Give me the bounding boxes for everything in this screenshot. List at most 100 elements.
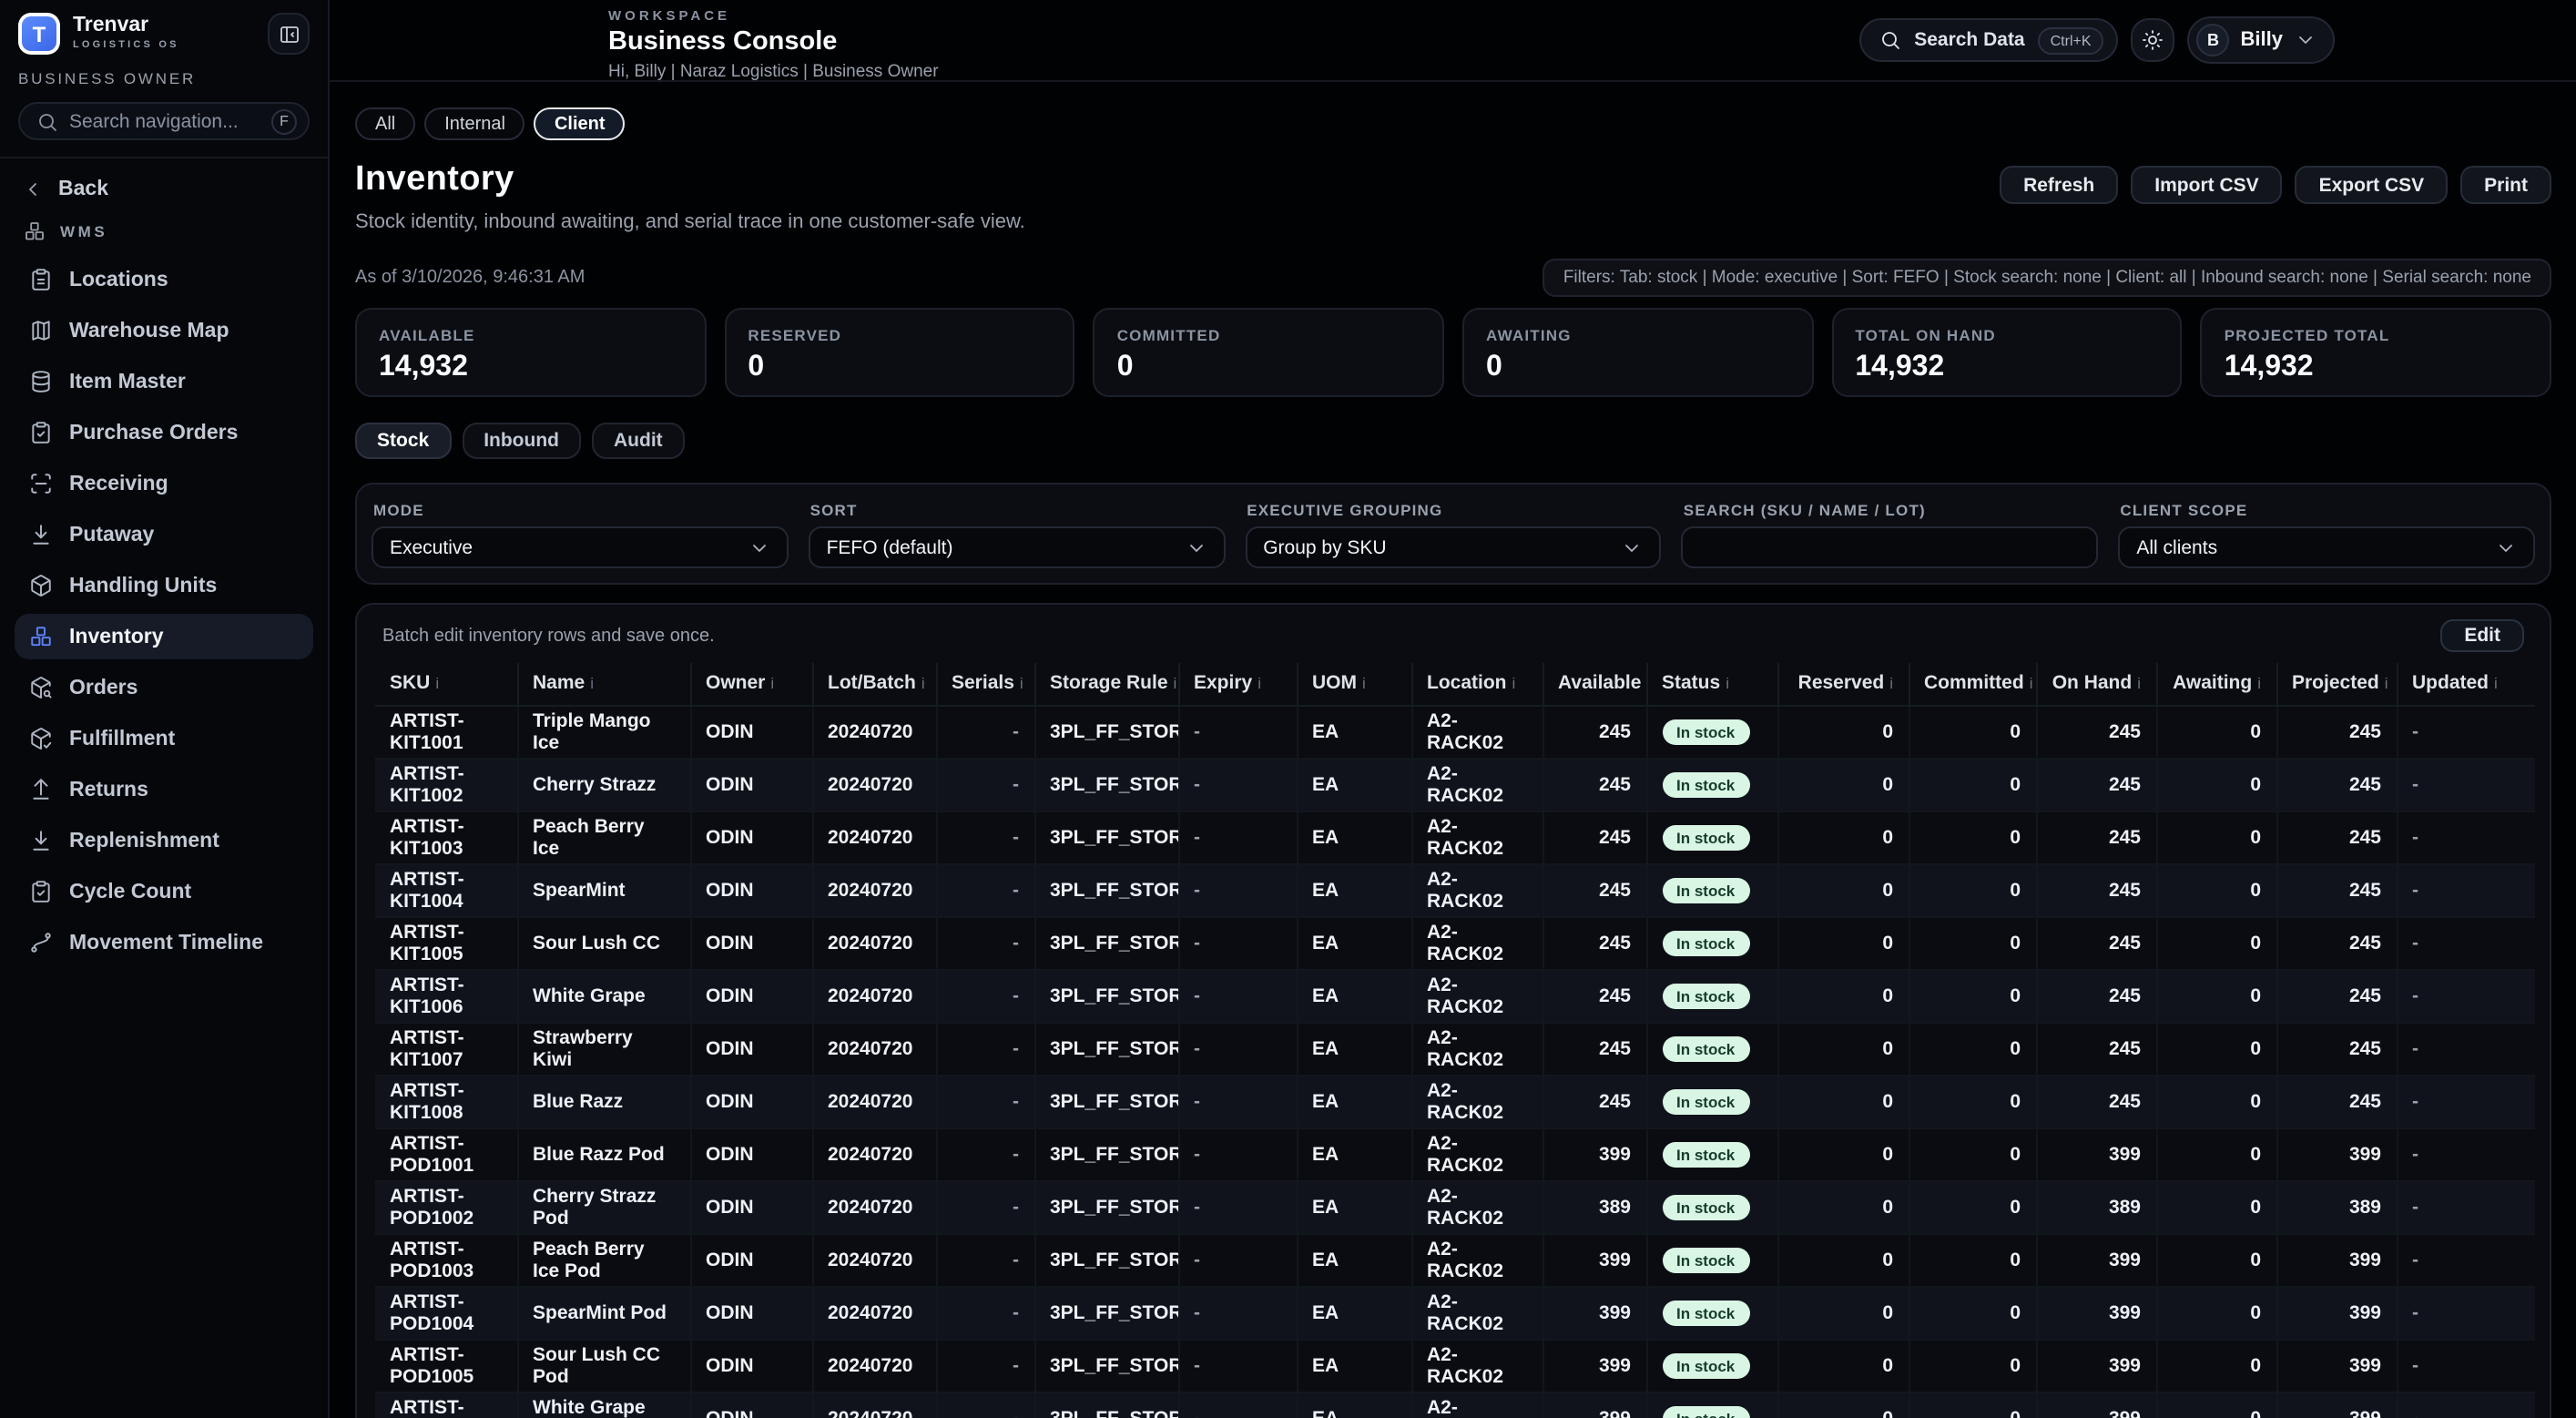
sidebar-item-receiving[interactable]: Receiving <box>15 461 313 506</box>
column-header-updated[interactable]: Updated i <box>2397 663 2535 706</box>
column-header-available[interactable]: Availablei <box>1543 663 1647 706</box>
package-search-icon <box>29 676 53 699</box>
column-info-icon: i <box>2257 674 2261 693</box>
theme-toggle-button[interactable] <box>2131 18 2175 62</box>
column-header-committed[interactable]: Committed i <box>1909 663 2037 706</box>
sidebar-item-item-master[interactable]: Item Master <box>15 359 313 404</box>
print-button[interactable]: Print <box>2460 166 2551 204</box>
cell-reserved: 0 <box>1777 969 1909 1023</box>
status-cell: In stock <box>1646 969 1778 1023</box>
cell-reserved: 0 <box>1777 1180 1909 1234</box>
view-tab-stock[interactable]: Stock <box>355 423 452 459</box>
scope-tab-client[interactable]: Client <box>534 107 626 140</box>
cell-available: 245 <box>1543 758 1647 811</box>
status-badge: In stock <box>1662 1194 1750 1219</box>
sidebar-item-inventory[interactable]: Inventory <box>15 614 313 659</box>
cell-lot-batch: 20240720 <box>812 705 937 759</box>
sidebar-item-label: Receiving <box>69 473 168 495</box>
column-header-sku[interactable]: SKU i <box>375 663 518 706</box>
mode-select[interactable]: Executive <box>372 526 789 568</box>
import-csv-button[interactable]: Import CSV <box>2131 166 2283 204</box>
back-button[interactable]: Back <box>0 158 328 200</box>
sidebar-item-label: Putaway <box>69 524 155 546</box>
column-header-on-hand[interactable]: On Hand i <box>2036 663 2157 706</box>
status-badge: In stock <box>1662 1300 1750 1325</box>
cell-expiry: - <box>1178 1286 1298 1340</box>
cell-uom: EA <box>1297 1339 1412 1392</box>
status-cell: In stock <box>1646 811 1778 864</box>
sidebar-item-fulfillment[interactable]: Fulfillment <box>15 716 313 761</box>
sidebar-item-returns[interactable]: Returns <box>15 767 313 812</box>
cell-projected: 245 <box>2276 758 2398 811</box>
scope-tab-internal[interactable]: Internal <box>424 107 525 140</box>
sidebar-item-purchase-orders[interactable]: Purchase Orders <box>15 410 313 455</box>
sort-select[interactable]: FEFO (default) <box>808 526 1226 568</box>
column-header-status[interactable]: Status i <box>1646 663 1778 706</box>
sidebar-nav: Locations Warehouse Map Item Master Purchas… <box>0 257 328 965</box>
edit-button[interactable]: Edit <box>2440 619 2524 652</box>
cell-awaiting: 0 <box>2156 863 2277 917</box>
sidebar-item-label: Returns <box>69 779 148 801</box>
column-header-uom[interactable]: UOM i <box>1297 663 1412 706</box>
sidebar-collapse-button[interactable] <box>268 13 310 55</box>
column-header-storage-rule[interactable]: Storage Rule i <box>1034 663 1179 706</box>
export-csv-button[interactable]: Export CSV <box>2295 166 2449 204</box>
stat-label: AWAITING <box>1486 326 1572 344</box>
column-header-reserved[interactable]: Reserved i <box>1777 663 1909 706</box>
stock-search-label: SEARCH (SKU / NAME / LOT) <box>1683 501 1926 519</box>
column-header-serials[interactable]: Serials i <box>936 663 1035 706</box>
view-tab-inbound[interactable]: Inbound <box>462 423 581 459</box>
column-header-name[interactable]: Name i <box>517 663 691 706</box>
sidebar-item-movement-timeline[interactable]: Movement Timeline <box>15 920 313 965</box>
page-actions: Refresh Import CSV Export CSV Print <box>2000 166 2551 204</box>
cell-updated: - <box>2397 863 2535 917</box>
sidebar-item-cycle-count[interactable]: Cycle Count <box>15 869 313 914</box>
status-cell: In stock <box>1646 1286 1778 1340</box>
sidebar-search-input[interactable]: Search navigation... F <box>18 102 310 140</box>
cell-serials: - <box>936 1127 1035 1181</box>
column-header-lot-batch[interactable]: Lot/Batch i <box>812 663 937 706</box>
cell-storage-rule: 3PL_FF_STORAGE <box>1034 811 1179 864</box>
sidebar-item-handling-units[interactable]: Handling Units <box>15 563 313 608</box>
cell-committed: 0 <box>1909 1392 2037 1418</box>
sidebar-item-orders[interactable]: Orders <box>15 665 313 710</box>
column-info-icon: i <box>770 674 775 693</box>
column-info-icon: i <box>2029 674 2033 693</box>
sidebar-item-warehouse-map[interactable]: Warehouse Map <box>15 308 313 353</box>
cell-sku: ARTIST-KIT1003 <box>375 811 518 864</box>
brand: T Trenvar LOGISTICS OS <box>18 13 310 55</box>
cell-expiry: - <box>1178 1180 1298 1234</box>
search-data-button[interactable]: Search Data Ctrl+K <box>1859 18 2119 62</box>
column-header-owner[interactable]: Owner i <box>690 663 813 706</box>
map-icon <box>29 319 53 342</box>
client-scope-select[interactable]: All clients <box>2118 526 2535 568</box>
search-data-shortcut: Ctrl+K <box>2037 26 2104 54</box>
cell-lot-batch: 20240720 <box>812 969 937 1023</box>
cell-serials: - <box>936 1286 1035 1340</box>
cell-expiry: - <box>1178 1392 1298 1418</box>
cell-owner: ODIN <box>690 1233 813 1287</box>
scope-tab-all[interactable]: All <box>355 107 416 140</box>
column-header-awaiting[interactable]: Awaiting i <box>2156 663 2277 706</box>
cell-location: A2-RACK02 <box>1411 1075 1543 1128</box>
cell-storage-rule: 3PL_FF_STORAGE <box>1034 969 1179 1023</box>
cell-uom: EA <box>1297 811 1412 864</box>
sidebar-item-replenishment[interactable]: Replenishment <box>15 818 313 863</box>
boxes-icon <box>29 625 53 648</box>
sidebar-item-locations[interactable]: Locations <box>15 257 313 302</box>
cell-projected: 245 <box>2276 863 2398 917</box>
grouping-select[interactable]: Group by SKU <box>1245 526 1662 568</box>
column-header-expiry[interactable]: Expiry i <box>1178 663 1298 706</box>
cell-name: Peach Berry Ice Pod <box>517 1233 691 1287</box>
column-header-location[interactable]: Location i <box>1411 663 1543 706</box>
sidebar-item-putaway[interactable]: Putaway <box>15 512 313 557</box>
column-header-label: Name <box>533 672 585 695</box>
user-menu-button[interactable]: B Billy <box>2187 16 2334 64</box>
view-tab-audit[interactable]: Audit <box>592 423 685 459</box>
cell-owner: ODIN <box>690 916 813 970</box>
column-header-projected[interactable]: Projected i <box>2276 663 2398 706</box>
view-tabs: Stock Inbound Audit <box>355 423 2551 459</box>
stock-search-input[interactable] <box>1681 526 2099 568</box>
refresh-button[interactable]: Refresh <box>2000 166 2119 204</box>
